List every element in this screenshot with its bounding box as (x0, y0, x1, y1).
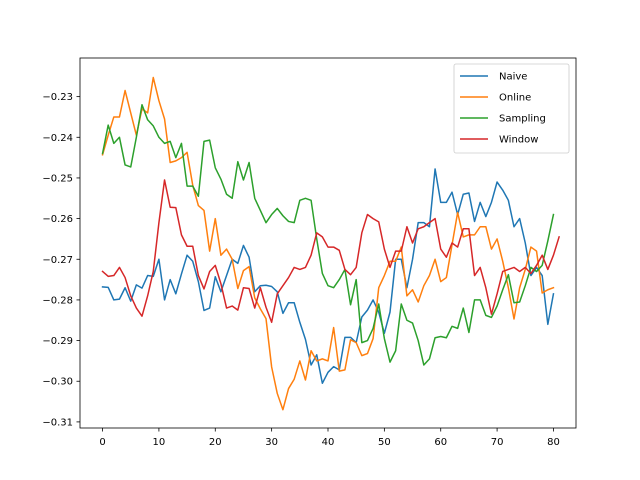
series-line-online (101, 76, 555, 411)
x-tick-label: 20 (209, 437, 222, 448)
x-axis: 0 10 20 30 40 50 60 70 80 (99, 428, 560, 448)
series-line-sampling (101, 104, 555, 366)
series-line-naive (101, 168, 555, 385)
legend: Naive Online Sampling Window (453, 63, 570, 154)
series-lines (101, 76, 561, 411)
y-tick-label: −0.27 (42, 255, 73, 266)
y-axis: −0.31 −0.30 −0.29 −0.28 −0.27 −0.26 −0.25 −0.24… (42, 92, 80, 428)
x-tick-label: 30 (265, 437, 278, 448)
y-tick-label: −0.24 (42, 133, 73, 144)
y-tick-label: −0.28 (42, 295, 73, 306)
legend-label-online: Online (499, 93, 531, 104)
y-tick-label: −0.29 (42, 336, 73, 347)
legend-label-window: Window (499, 135, 538, 146)
y-tick-label: −0.30 (42, 377, 73, 388)
x-tick-label: 0 (99, 437, 105, 448)
legend-label-naive: Naive (499, 72, 527, 83)
x-tick-label: 60 (434, 437, 447, 448)
x-tick-label: 80 (547, 437, 560, 448)
y-tick-label: −0.31 (42, 417, 73, 428)
legend-box (453, 63, 570, 154)
x-tick-label: 50 (378, 437, 391, 448)
x-tick-label: 40 (322, 437, 335, 448)
x-tick-label: 10 (153, 437, 166, 448)
x-tick-label: 70 (491, 437, 504, 448)
legend-label-sampling: Sampling (499, 114, 546, 125)
series-line-window (101, 179, 561, 324)
y-tick-label: −0.25 (42, 173, 73, 184)
y-tick-label: −0.23 (42, 92, 73, 103)
y-tick-label: −0.26 (42, 214, 73, 225)
